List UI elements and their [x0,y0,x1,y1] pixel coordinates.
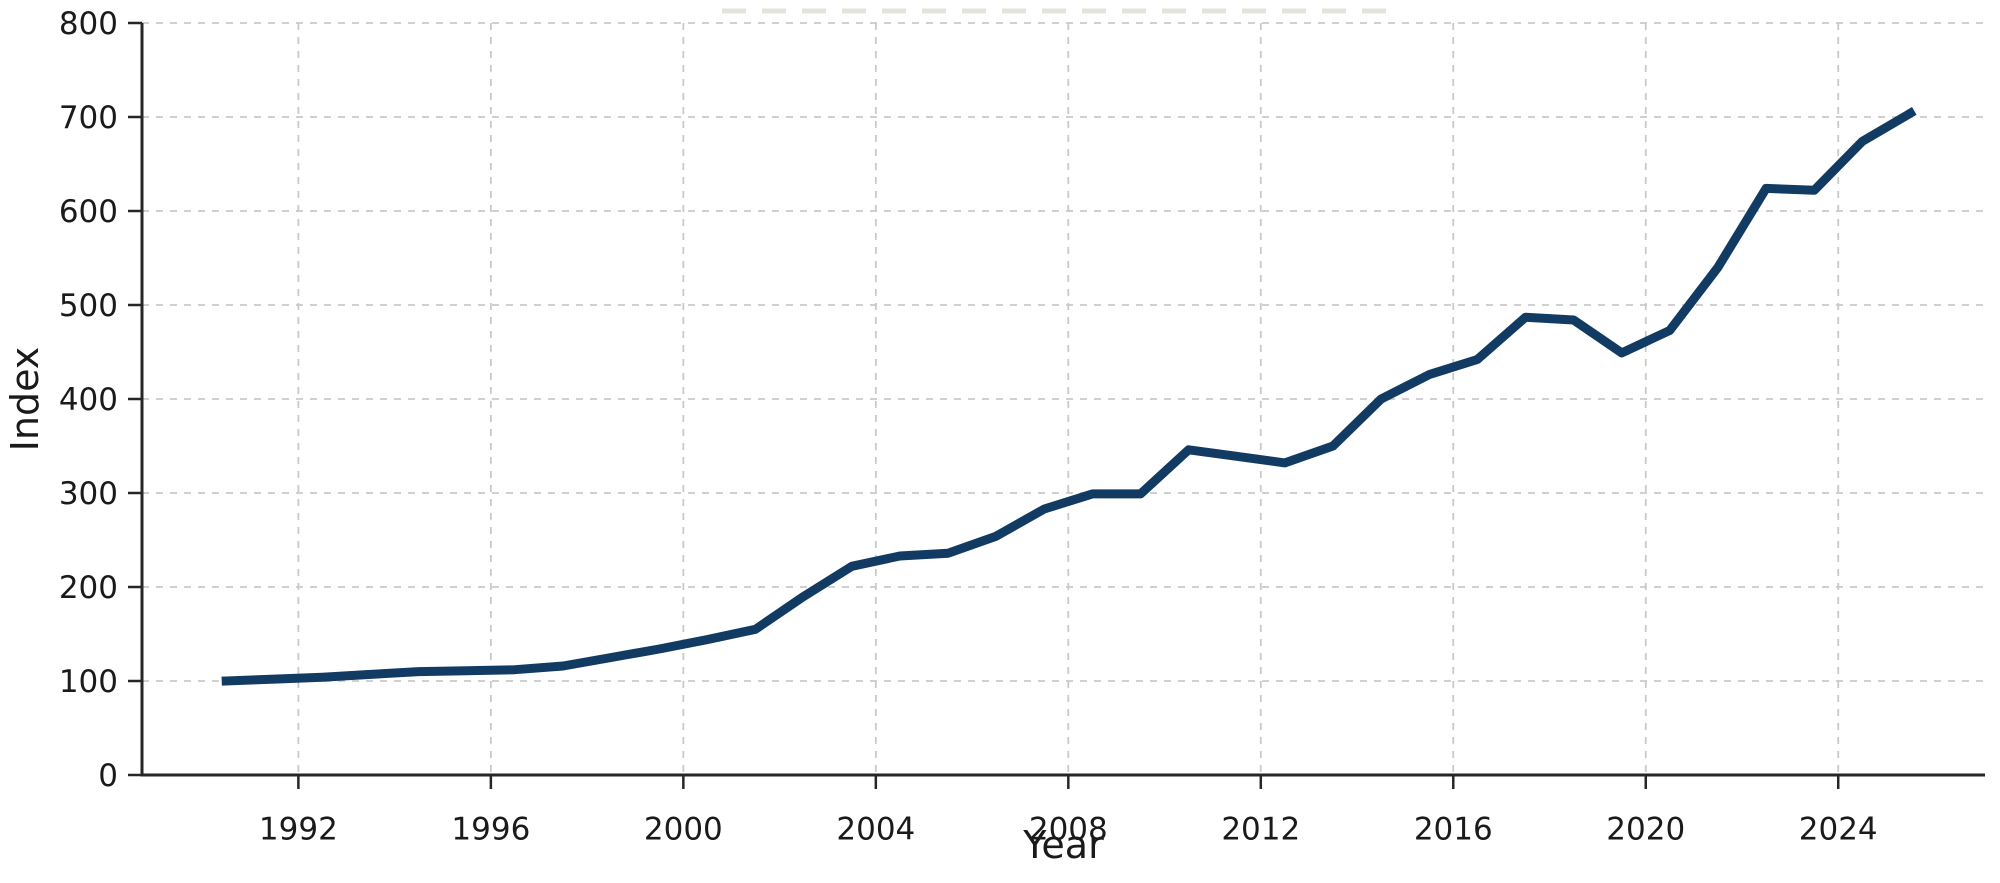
y-tick-label-200: 200 [59,570,118,606]
x-axis-label: Year [1022,823,1104,867]
y-tick-label-400: 400 [59,382,118,418]
x-tick-label-2012: 2012 [1221,811,1300,847]
axes-spines [140,23,1985,777]
tick-marks [128,21,1840,789]
x-tick-label-1992: 1992 [259,811,338,847]
y-tick-label-600: 600 [59,194,118,230]
data-line-layer [221,107,1917,686]
tick-labels: 0 100 200 300 400 500 600 700 800 1992 1996 2000 200… [59,6,1878,847]
y-tick-label-100: 100 [59,664,118,700]
grid-layer [142,22,1985,776]
y-tick-label-500: 500 [59,288,118,324]
x-tick-label-1996: 1996 [451,811,530,847]
y-tick-label-0: 0 [98,758,118,794]
y-tick-label-800: 800 [59,6,118,42]
x-tick-label-2008: 2008 [1029,811,1108,847]
y-axis-label: Index [3,347,47,452]
x-tick-label-2004: 2004 [836,811,915,847]
x-tick-label-2000: 2000 [644,811,723,847]
x-tick-label-2024: 2024 [1799,811,1878,847]
index-series-line [221,107,1917,686]
y-tick-label-700: 700 [59,100,118,136]
x-tick-label-2020: 2020 [1606,811,1685,847]
y-tick-label-300: 300 [59,476,118,512]
x-tick-label-2016: 2016 [1414,811,1493,847]
